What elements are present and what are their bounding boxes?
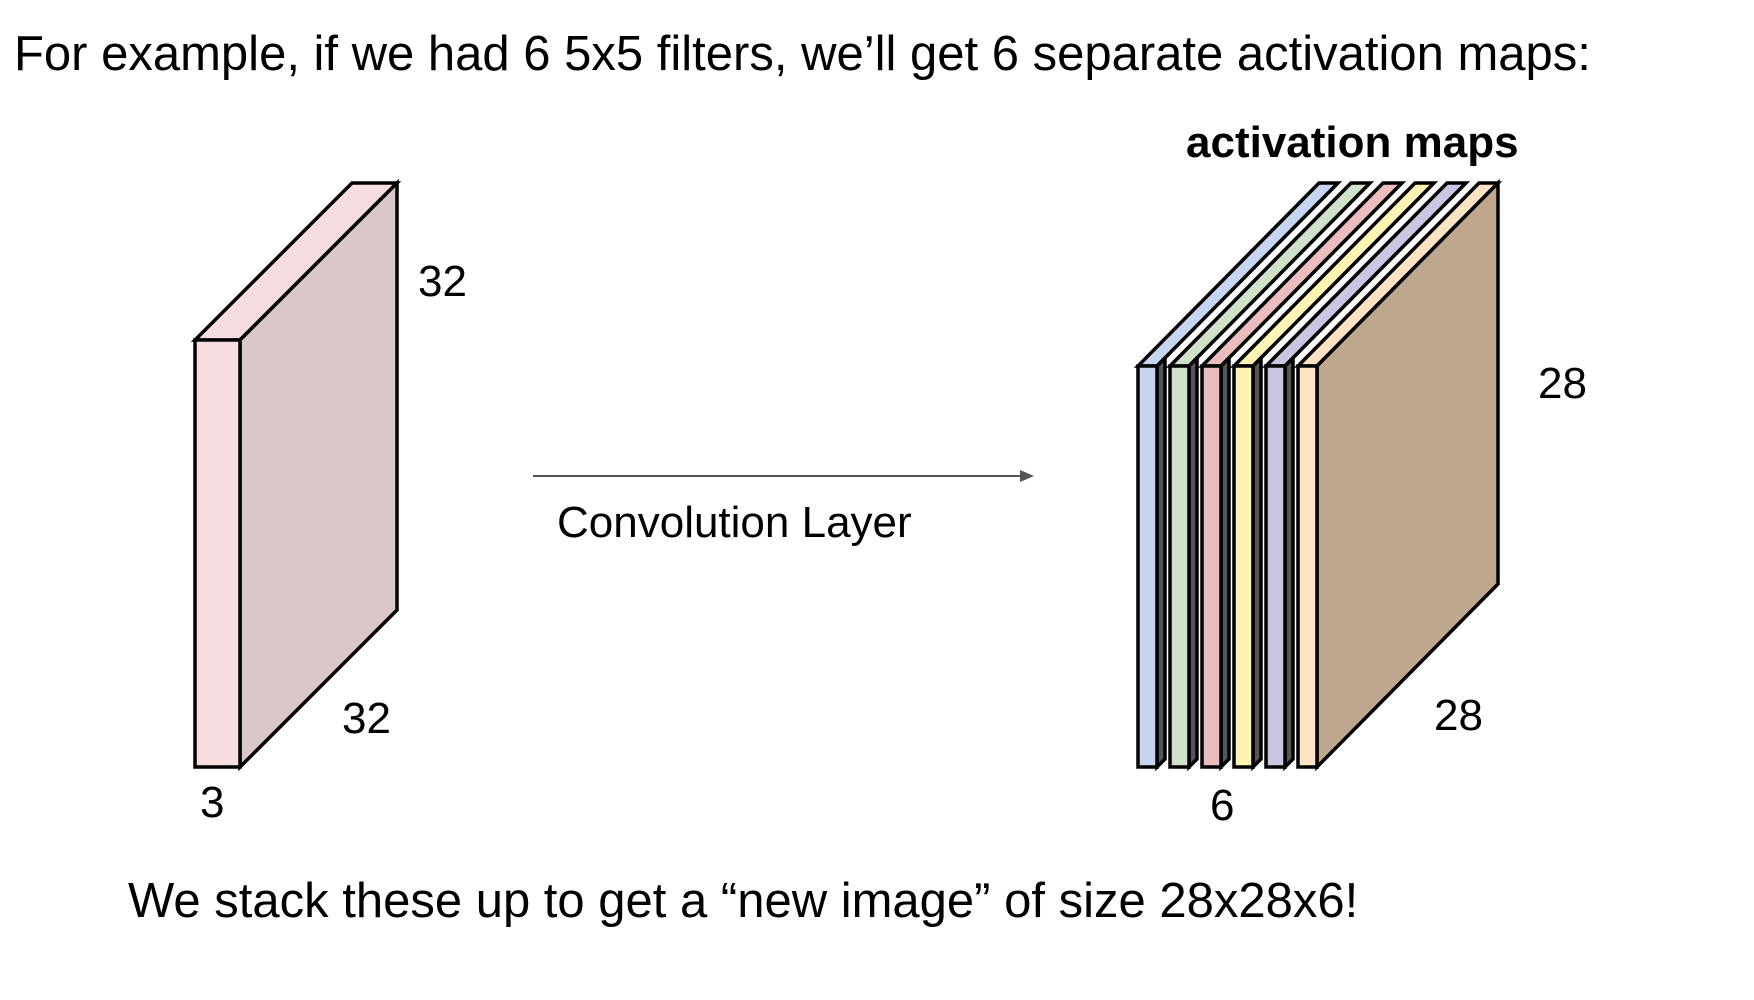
activation-map-6-front [1296, 364, 1319, 769]
maps-width-label: 28 [1434, 691, 1483, 740]
input-height-label: 32 [418, 257, 467, 306]
arrow-head-icon [1020, 470, 1034, 482]
maps-height-label: 28 [1538, 359, 1587, 408]
activation-map-2-front [1168, 364, 1191, 769]
slide-headline: For example, if we had 6 5x5 filters, we… [14, 27, 1591, 81]
input-volume-front-face [193, 338, 242, 769]
activation-maps-stack [1133, 178, 1503, 772]
activation-map-3-front [1200, 364, 1223, 769]
input-width-label: 32 [342, 694, 391, 743]
convolution-layer-label: Convolution Layer [557, 498, 912, 547]
convolution-arrow [533, 470, 1034, 482]
input-volume [190, 178, 402, 772]
activation-map-1-front [1136, 364, 1159, 769]
maps-depth-label: 6 [1210, 781, 1234, 830]
activation-map-5-front [1264, 364, 1287, 769]
input-depth-label: 3 [200, 778, 224, 827]
slide-footer: We stack these up to get a “new image” o… [128, 874, 1358, 928]
activation-maps-title: activation maps [1186, 118, 1519, 167]
activation-map-4-front [1232, 364, 1255, 769]
